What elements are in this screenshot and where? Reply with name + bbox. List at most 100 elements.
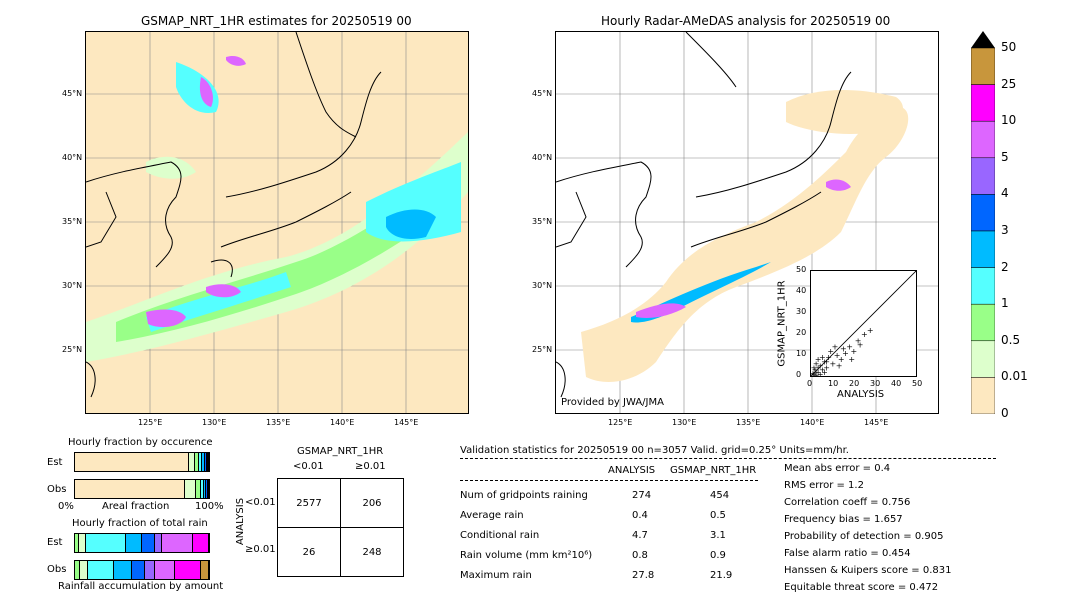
scatter-point: + [836, 362, 843, 371]
colorbar-label: 0.01 [1001, 369, 1028, 384]
contingency-col-lt: <0.01 [293, 461, 324, 472]
scatter-point: + [855, 336, 862, 345]
occurence-title: Hourly fraction by occurence [68, 437, 213, 448]
right-lat-label-45: 45°N [532, 89, 553, 98]
scatter-y-tick: 40 [796, 286, 807, 295]
occurence-bar-est [74, 452, 210, 472]
bar-segment [206, 453, 209, 471]
bar-segment [75, 561, 81, 579]
validation-gsmap: 0.5 [710, 510, 726, 521]
scatter-point: + [815, 355, 822, 364]
colorbar-label: 10 [1001, 113, 1017, 128]
scatter-point: + [817, 362, 824, 371]
validation-label: Maximum rain [460, 570, 532, 581]
bar-segment [202, 453, 205, 471]
colorbar-label: 25 [1001, 76, 1017, 91]
colorbar-segment [970, 377, 996, 415]
scatter-x-tick: 20 [849, 379, 860, 388]
colorbar-segment [970, 303, 996, 342]
validation-gsmap: 3.1 [710, 530, 726, 541]
scatter-point: + [867, 326, 874, 335]
left-map-title: GSMAP_NRT_1HR estimates for 20250519 00 [141, 14, 412, 28]
bar-segment [184, 480, 196, 498]
scatter-y-tick: 30 [796, 307, 807, 316]
scatter-point: + [830, 359, 837, 368]
scatter-x-tick: 10 [828, 379, 839, 388]
bar-segment [199, 453, 203, 471]
occurence-x-tick-100: 100% [195, 501, 224, 512]
colorbar-extend-arrow [971, 31, 995, 48]
validation-analysis: 0.4 [632, 510, 648, 521]
contingency-row-ge: ≥0.01 [245, 544, 276, 555]
total-rain-row-est: Est [47, 537, 63, 548]
occurence-row-est: Est [47, 457, 63, 468]
scatter-point: + [823, 364, 830, 373]
scatter-point: + [811, 369, 816, 376]
scatter-point: + [813, 371, 820, 376]
bar-segment [208, 453, 210, 471]
right-map-coastline [555, 31, 852, 398]
left-map-coastline [85, 31, 382, 398]
scatter-point: + [815, 368, 822, 376]
scatter-y-tick: 20 [796, 328, 807, 337]
colorbar-segment [970, 230, 996, 268]
total-rain-title: Hourly fraction of total rain [72, 518, 208, 529]
left-lon-label-140: 140°E [330, 418, 355, 427]
scatter-point: + [815, 364, 822, 373]
validation-score: Mean abs error = 0.4 [784, 463, 891, 474]
colorbar-segment [970, 120, 996, 159]
scatter-point: + [838, 355, 845, 364]
scatter-point: + [827, 347, 834, 356]
bar-segment [195, 453, 200, 471]
bar-segment [175, 561, 202, 579]
scatter-ylabel: GSMAP_NRT_1HR [776, 280, 788, 367]
contingency-col-ge: ≥0.01 [355, 461, 386, 472]
scatter-point: + [825, 353, 832, 362]
scatter-point: + [813, 368, 820, 376]
left-lat-label-25: 25°N [62, 345, 83, 354]
validation-col-analysis: ANALYSIS [608, 465, 656, 476]
bar-segment [203, 480, 207, 498]
bar-segment [155, 534, 163, 552]
right-lat-label-30: 30°N [532, 281, 553, 290]
validation-score: Probability of detection = 0.905 [784, 531, 944, 542]
total-rain-xlabel: Rainfall accumulation by amount [58, 581, 224, 592]
bar-segment [79, 534, 86, 552]
scatter-xlabel: ANALYSIS [837, 389, 885, 400]
colorbar-label: 50 [1001, 40, 1017, 54]
occurence-x-tick-0: 0% [58, 501, 74, 512]
validation-analysis: 0.8 [632, 550, 648, 561]
right-lat-label-25: 25°N [532, 345, 553, 354]
bar-segment [154, 561, 176, 579]
validation-label: Average rain [460, 510, 524, 521]
scatter-diagonal [810, 270, 917, 377]
bar-segment [125, 534, 142, 552]
colorbar-canvas [970, 31, 996, 415]
validation-score: Correlation coeff = 0.756 [784, 497, 911, 508]
left-lat-label-30: 30°N [62, 281, 83, 290]
validation-score: Equitable threat score = 0.472 [784, 582, 939, 593]
right-lon-label-145: 145°E [864, 418, 889, 427]
validation-gsmap: 0.9 [710, 550, 726, 561]
colorbar-segment [970, 194, 996, 232]
colorbar-segment [970, 47, 996, 85]
right-lon-label-140: 140°E [800, 418, 825, 427]
scatter-point: + [834, 351, 841, 360]
bar-segment [162, 534, 193, 552]
contingency-cell-00: 2577 [277, 478, 341, 528]
validation-score: Frequency bias = 1.657 [784, 514, 903, 525]
scatter-point: + [851, 347, 858, 356]
scatter-point: + [848, 355, 855, 364]
left-lat-label-35: 35°N [62, 217, 83, 226]
bar-segment [192, 534, 209, 552]
right-map-canvas [555, 31, 938, 413]
data-credit: Provided by JWA/JMA [561, 397, 664, 408]
scatter-point: + [812, 366, 819, 375]
bar-segment [80, 561, 88, 579]
total-rain-bar-obs [74, 560, 210, 580]
scatter-point: + [861, 330, 868, 339]
left-lon-label-135: 135°E [266, 418, 291, 427]
total-rain-bar-est [74, 533, 210, 553]
scatter-x-tick: 40 [891, 379, 902, 388]
scatter-x-tick: 0 [807, 379, 813, 388]
